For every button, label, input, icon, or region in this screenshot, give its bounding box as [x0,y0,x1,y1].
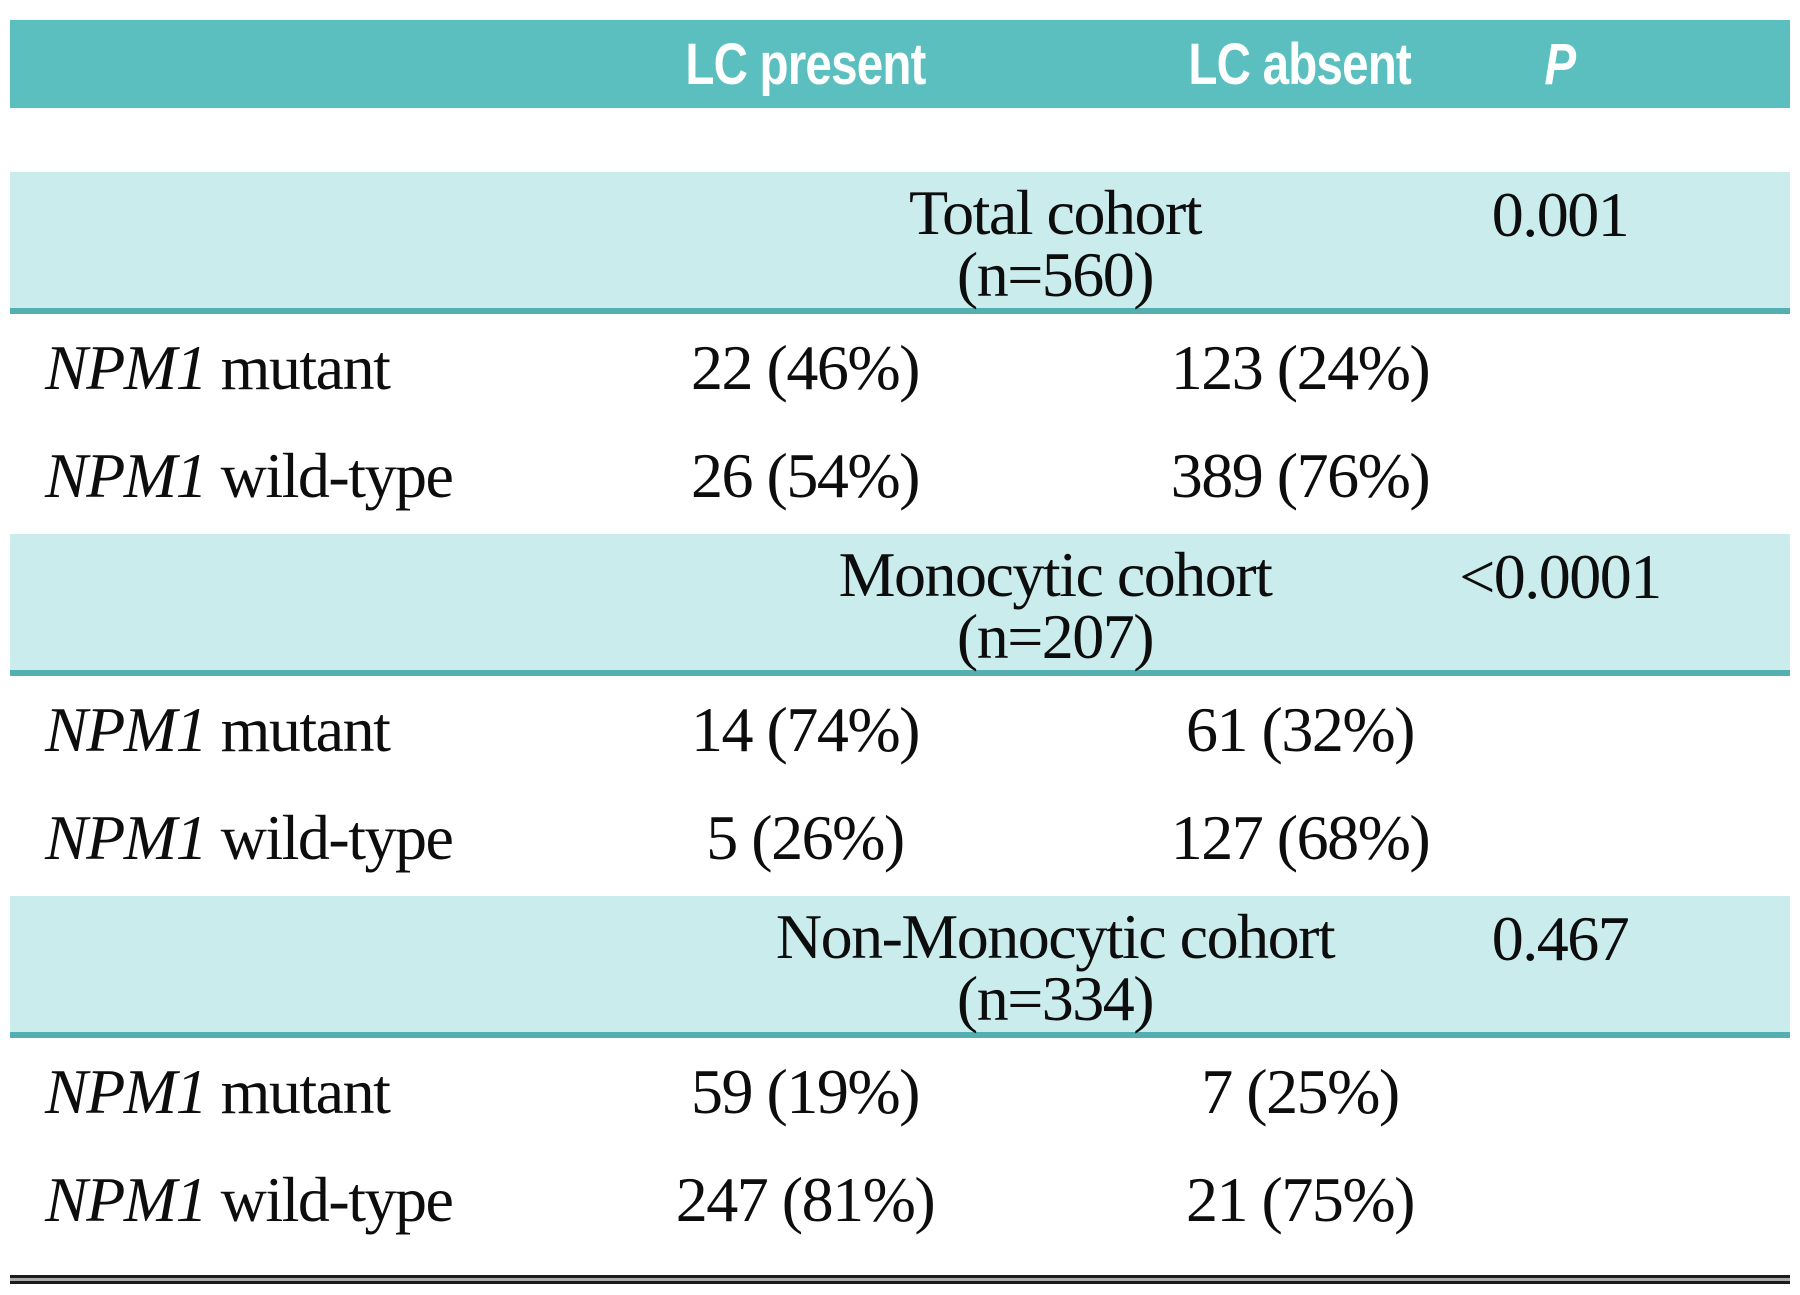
variant-label: wild-type [220,802,454,873]
cohort-table: LC present LC absent P Total cohort (n=5… [10,20,1790,1284]
variant-label: mutant [220,332,391,403]
lc-absent-value: 123 (24%) [1170,332,1431,403]
lc-absent-value: 127 (68%) [1170,802,1431,873]
section-monocytic-cohort: Monocytic cohort (n=207) <0.0001 NPM1 mu… [10,534,1790,892]
lc-present-value: 26 (54%) [691,440,920,511]
header-label-lc-present: LC present [684,31,926,97]
variant-label: mutant [220,1056,391,1127]
table-row: NPM1 wild-type 26 (54%) 389 (76%) [10,422,1790,530]
lc-present-value: 247 (81%) [675,1164,936,1235]
section-n-label: (n=207) [956,601,1155,672]
gene-name: NPM1 [45,332,208,403]
section-title-block: Monocytic cohort (n=207) [600,539,1510,672]
section-title-block: Total cohort (n=560) [600,177,1510,310]
section-title: Total cohort [908,177,1203,248]
row-label: NPM1 mutant [10,331,600,405]
row-label: NPM1 wild-type [10,1163,600,1237]
gene-name: NPM1 [45,802,208,873]
header-label-lc-absent: LC absent [1188,31,1412,97]
section-n-label: (n=334) [956,963,1155,1034]
section-title: Monocytic cohort [838,539,1273,610]
section-header-total-cohort: Total cohort (n=560) 0.001 [10,172,1790,314]
row-label: NPM1 wild-type [10,439,600,513]
section-n-label: (n=560) [956,239,1155,310]
lc-present-value: 22 (46%) [691,332,920,403]
table-row: NPM1 mutant 22 (46%) 123 (24%) [10,314,1790,422]
variant-label: mutant [220,694,391,765]
lc-absent-value: 7 (25%) [1201,1056,1400,1127]
section-p-value: 0.467 [1491,903,1630,974]
row-label: NPM1 wild-type [10,801,600,875]
header-label-p: P [1544,31,1577,97]
header-cell-lc-absent: LC absent [1100,20,1500,108]
lc-present-value: 14 (74%) [691,694,920,765]
table-header-row: LC present LC absent P [10,20,1790,108]
variant-label: wild-type [220,1164,454,1235]
table-row: NPM1 mutant 59 (19%) 7 (25%) [10,1038,1790,1146]
gene-name: NPM1 [45,440,208,511]
section-header-non-monocytic-cohort: Non-Monocytic cohort (n=334) 0.467 [10,896,1790,1038]
table-row: NPM1 wild-type 5 (26%) 127 (68%) [10,784,1790,892]
section-p-value: <0.0001 [1459,541,1662,612]
section-title: Non-Monocytic cohort [775,901,1336,972]
table-bottom-rule [10,1275,1790,1284]
header-cell-lc-present: LC present [600,20,1010,108]
lc-absent-value: 389 (76%) [1170,440,1431,511]
gene-name: NPM1 [45,694,208,765]
gene-name: NPM1 [45,1164,208,1235]
row-label: NPM1 mutant [10,1055,600,1129]
lc-absent-value: 61 (32%) [1186,694,1415,765]
header-cell-p: P [1420,20,1700,108]
table-row: NPM1 mutant 14 (74%) 61 (32%) [10,676,1790,784]
bottom-gap [10,1254,1790,1275]
section-header-monocytic-cohort: Monocytic cohort (n=207) <0.0001 [10,534,1790,676]
lc-present-value: 59 (19%) [691,1056,920,1127]
section-title-block: Non-Monocytic cohort (n=334) [600,901,1510,1034]
lc-absent-value: 21 (75%) [1186,1164,1415,1235]
gene-name: NPM1 [45,1056,208,1127]
section-p-value: 0.001 [1491,179,1630,250]
table-row: NPM1 wild-type 247 (81%) 21 (75%) [10,1146,1790,1254]
row-label: NPM1 mutant [10,693,600,767]
section-non-monocytic-cohort: Non-Monocytic cohort (n=334) 0.467 NPM1 … [10,896,1790,1254]
variant-label: wild-type [220,440,454,511]
lc-present-value: 5 (26%) [706,802,905,873]
header-gap [10,108,1790,172]
section-total-cohort: Total cohort (n=560) 0.001 NPM1 mutant 2… [10,172,1790,530]
